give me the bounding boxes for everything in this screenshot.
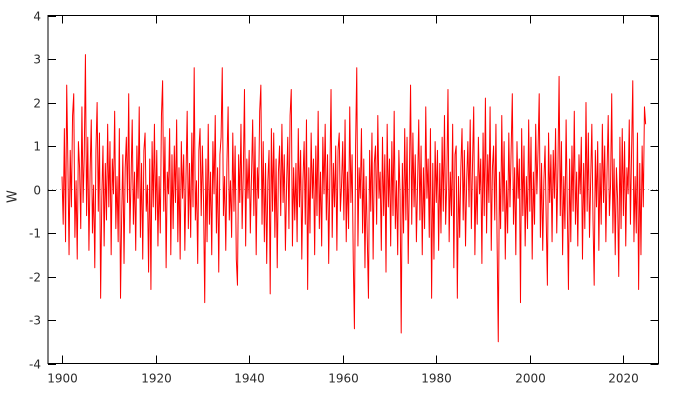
x-tick-label: 1960 xyxy=(328,372,359,386)
x-tick-label: 1920 xyxy=(141,372,172,386)
y-axis-title: W xyxy=(5,190,21,203)
y-tick-label: 0 xyxy=(33,184,41,198)
x-tick-label: 2020 xyxy=(608,372,639,386)
y-axis-tick-labels: -4 -3 -2 -1 0 1 2 3 4 xyxy=(29,10,41,372)
y-tick-label: -4 xyxy=(29,358,41,372)
y-tick-label: 1 xyxy=(33,140,41,154)
y-tick-label: -2 xyxy=(29,271,41,285)
y-tick-label: -1 xyxy=(29,227,41,241)
x-axis-tick-labels: 1900 1920 1940 1960 1980 2000 2020 xyxy=(47,372,639,386)
y-tick-label: 4 xyxy=(33,10,41,24)
x-tick-label: 1940 xyxy=(234,372,265,386)
x-tick-label: 1900 xyxy=(47,372,78,386)
plot-border xyxy=(47,15,659,364)
x-tick-label: 1980 xyxy=(421,372,452,386)
y-tick-label: -3 xyxy=(29,314,41,328)
x-tick-label: 2000 xyxy=(515,372,546,386)
y-tick-label: 2 xyxy=(33,97,41,111)
y-tick-label: 3 xyxy=(33,53,41,67)
axis-ticks xyxy=(48,15,659,365)
series-line xyxy=(61,54,647,343)
